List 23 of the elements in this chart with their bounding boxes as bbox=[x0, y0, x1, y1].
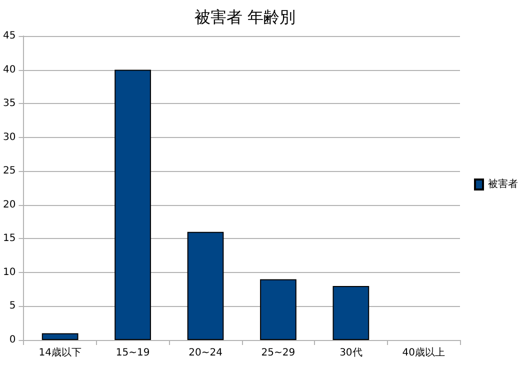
x-tick-label: 40歳以上 bbox=[402, 346, 446, 358]
y-tick-label: 35 bbox=[2, 98, 16, 110]
y-tick-label: 45 bbox=[2, 30, 16, 42]
x-tick-label: 20~24 bbox=[188, 348, 222, 358]
x-tick-label: 15~19 bbox=[116, 348, 150, 358]
x-tick-label: 25~29 bbox=[261, 348, 296, 358]
y-tick-label: 40 bbox=[2, 64, 16, 76]
y-tick-label: 30 bbox=[2, 132, 16, 143]
chart-title: 被害者 年齢別 bbox=[194, 8, 296, 26]
bar bbox=[187, 232, 224, 340]
y-tick-label: 20 bbox=[2, 199, 16, 210]
y-tick-label: 5 bbox=[9, 300, 16, 312]
bar bbox=[114, 70, 151, 340]
legend-label: 被害者 bbox=[488, 178, 518, 190]
y-tick-label: 25 bbox=[2, 166, 16, 177]
x-tick-label: 30代 bbox=[340, 348, 362, 358]
y-tick-label: 10 bbox=[2, 266, 16, 278]
y-tick-label: 15 bbox=[2, 233, 16, 244]
x-tick-label: 14歳以下 bbox=[38, 346, 82, 358]
bar bbox=[42, 333, 78, 340]
bar bbox=[332, 286, 370, 340]
y-tick-label: 0 bbox=[9, 334, 16, 346]
bar bbox=[260, 279, 296, 340]
